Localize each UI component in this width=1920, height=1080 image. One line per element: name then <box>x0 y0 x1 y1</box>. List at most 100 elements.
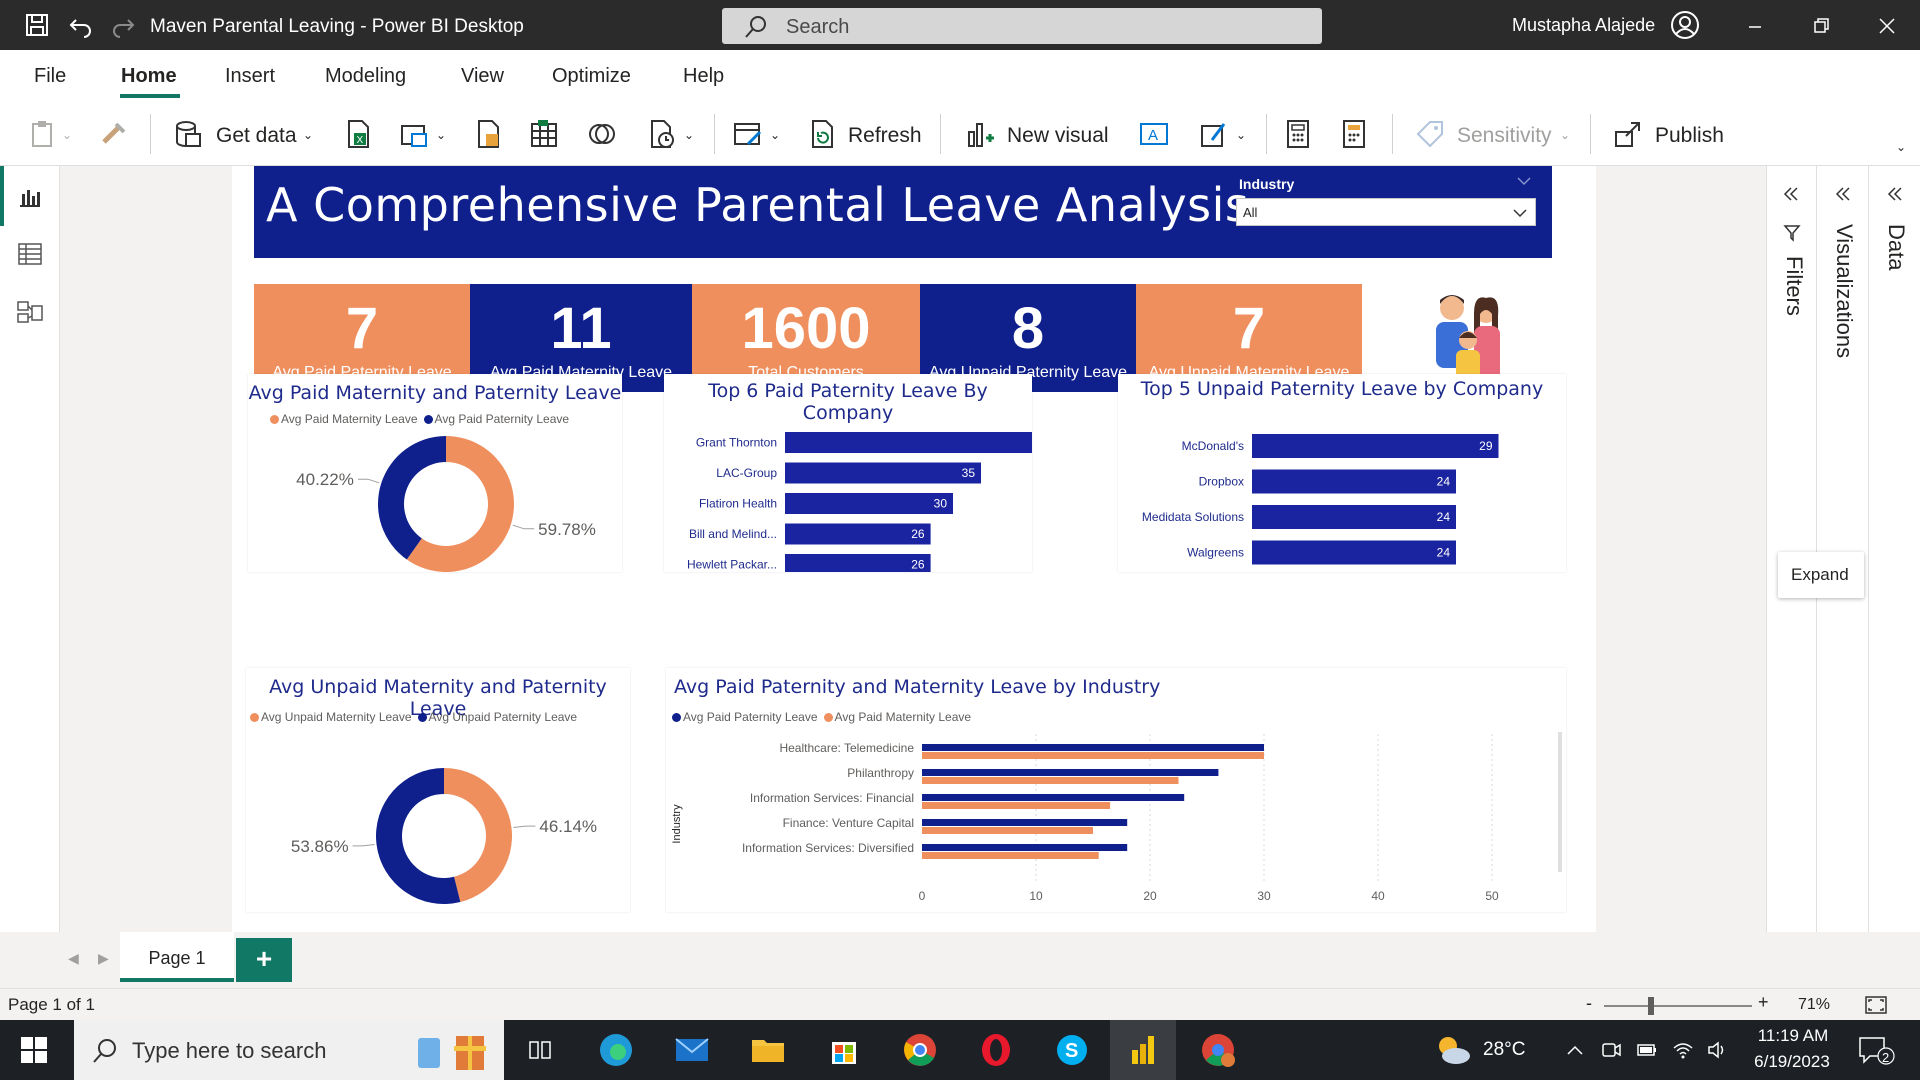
chrome-icon[interactable] <box>900 1030 940 1070</box>
taskbar-search-box[interactable]: Type here to search <box>74 1020 504 1080</box>
bar-card-top6-paid[interactable]: Top 6 Paid Paternity Leave By Company Gr… <box>664 374 1032 572</box>
more-visuals-icon[interactable] <box>1198 118 1230 150</box>
legend-item[interactable]: Avg Paid Paternity Leave <box>423 412 569 426</box>
bar[interactable] <box>922 819 1128 826</box>
bar[interactable] <box>922 844 1128 851</box>
paste-icon[interactable] <box>28 118 60 150</box>
ribbon-collapse-icon[interactable]: ⌄ <box>1896 140 1907 154</box>
data-hub-caret-icon[interactable]: ⌄ <box>436 128 447 142</box>
opera-icon[interactable] <box>976 1030 1016 1070</box>
clock-date[interactable]: 6/19/2023 <box>1754 1052 1830 1071</box>
zoom-slider-thumb[interactable] <box>1648 997 1654 1015</box>
bar[interactable] <box>922 752 1264 759</box>
donut-card-unpaid[interactable]: Avg Unpaid Maternity and Paternity Leave… <box>246 668 630 912</box>
refresh-label[interactable]: Refresh <box>848 124 922 147</box>
menu-tab-insert[interactable]: Insert <box>225 65 276 87</box>
zoom-in-icon[interactable]: + <box>1758 992 1769 1012</box>
expand-chevron-icon[interactable] <box>1781 184 1801 204</box>
show-hidden-icons-icon[interactable] <box>1564 1040 1586 1060</box>
weather-icon[interactable] <box>1432 1032 1474 1068</box>
donut-slice[interactable] <box>406 436 514 572</box>
redo-icon[interactable] <box>110 12 136 38</box>
donut-slice[interactable] <box>376 768 461 904</box>
bar[interactable] <box>922 769 1219 776</box>
sql-icon[interactable] <box>472 118 504 150</box>
visualizations-label[interactable]: Visualizations <box>1832 224 1857 359</box>
bar-card-top5-unpaid[interactable]: Top 5 Unpaid Paternity Leave by Company … <box>1118 374 1566 572</box>
search-box[interactable]: Search <box>722 8 1322 44</box>
weather-temperature[interactable]: 28°C <box>1483 1039 1526 1060</box>
get-data-icon[interactable] <box>172 118 204 150</box>
user-name[interactable]: Mustapha Alajede <box>1512 15 1656 35</box>
zoom-level[interactable]: 71% <box>1798 996 1831 1013</box>
menu-tab-modeling[interactable]: Modeling <box>325 65 407 87</box>
page-tab[interactable]: Page 1 <box>120 932 234 982</box>
zoom-out-icon[interactable]: - <box>1586 993 1592 1013</box>
bar[interactable] <box>1252 434 1499 458</box>
transform-data-icon[interactable] <box>732 118 764 150</box>
skype-icon[interactable]: S <box>1052 1030 1092 1070</box>
windows-start-icon[interactable] <box>20 1036 48 1064</box>
data-pane[interactable]: Data <box>1868 166 1920 932</box>
bar[interactable] <box>785 554 931 572</box>
filters-pane[interactable]: Filters <box>1766 166 1816 932</box>
prev-page-icon[interactable]: ◀ <box>68 950 79 966</box>
publish-label[interactable]: Publish <box>1655 124 1724 147</box>
format-painter-icon[interactable] <box>98 118 130 150</box>
excel-icon[interactable]: X <box>342 118 374 150</box>
close-icon[interactable] <box>1872 12 1902 40</box>
bar[interactable] <box>922 744 1264 751</box>
bar[interactable] <box>922 802 1111 809</box>
expand-chevron-icon[interactable] <box>1885 184 1905 204</box>
clock-time[interactable]: 11:19 AM <box>1757 1026 1829 1045</box>
task-view-icon[interactable] <box>520 1030 560 1070</box>
bar[interactable] <box>1252 469 1456 494</box>
undo-icon[interactable] <box>68 12 94 38</box>
legend-item[interactable]: Avg Paid Paternity Leave <box>672 710 818 724</box>
more-visuals-caret-icon[interactable]: ⌄ <box>1236 128 1247 142</box>
menu-tab-help[interactable]: Help <box>683 65 725 87</box>
enter-data-icon[interactable] <box>528 118 560 150</box>
get-data-caret-icon[interactable]: ⌄ <box>303 128 314 142</box>
bar[interactable] <box>785 462 981 484</box>
new-visual-label[interactable]: New visual <box>1007 124 1109 147</box>
table-view-icon[interactable] <box>16 240 44 268</box>
avatar-icon[interactable] <box>1670 10 1700 40</box>
data-hub-icon[interactable] <box>398 118 430 150</box>
paste-caret-icon[interactable]: ⌄ <box>62 128 73 142</box>
legend-item[interactable]: Avg Unpaid Paternity Leave <box>417 710 577 724</box>
leader-line[interactable] <box>513 825 536 829</box>
model-view-icon[interactable] <box>16 298 44 326</box>
volume-icon[interactable] <box>1706 1040 1728 1060</box>
legend-item[interactable]: Avg Paid Maternity Leave <box>270 412 418 426</box>
bar-card-industry[interactable]: Avg Paid Paternity and Maternity Leave b… <box>666 668 1566 912</box>
notifications-icon[interactable] <box>1856 1034 1896 1066</box>
battery-icon[interactable] <box>1636 1040 1658 1060</box>
get-data-label[interactable]: Get data <box>216 124 297 147</box>
restore-icon[interactable] <box>1806 12 1836 40</box>
bar-chart[interactable]: McDonald's 29 Dropbox 24 Medidata Solutions 2… <box>1118 416 1566 572</box>
bar[interactable] <box>1252 505 1456 529</box>
scrollbar[interactable] <box>1558 732 1562 872</box>
filters-label[interactable]: Filters <box>1782 256 1807 316</box>
bar[interactable] <box>785 493 953 514</box>
bar[interactable] <box>922 777 1179 784</box>
expand-chevron-icon[interactable] <box>1833 184 1853 204</box>
mail-icon[interactable] <box>672 1030 712 1070</box>
leader-line[interactable] <box>357 478 380 484</box>
microsoft-store-icon[interactable] <box>824 1030 864 1070</box>
donut-chart[interactable]: 59.78% 40.22% <box>248 434 622 572</box>
legend-item[interactable]: Avg Unpaid Maternity Leave <box>250 710 412 724</box>
wifi-icon[interactable] <box>1672 1040 1694 1060</box>
edge-icon[interactable] <box>596 1030 636 1070</box>
publish-icon[interactable] <box>1612 118 1644 150</box>
bar[interactable] <box>922 852 1099 859</box>
dataverse-icon[interactable] <box>586 118 618 150</box>
transform-data-caret-icon[interactable]: ⌄ <box>770 128 781 142</box>
save-icon[interactable] <box>24 12 50 38</box>
next-page-icon[interactable]: ▶ <box>98 950 109 966</box>
leader-line[interactable] <box>512 524 535 530</box>
file-explorer-icon[interactable] <box>748 1030 788 1070</box>
report-view-icon[interactable] <box>16 182 44 210</box>
